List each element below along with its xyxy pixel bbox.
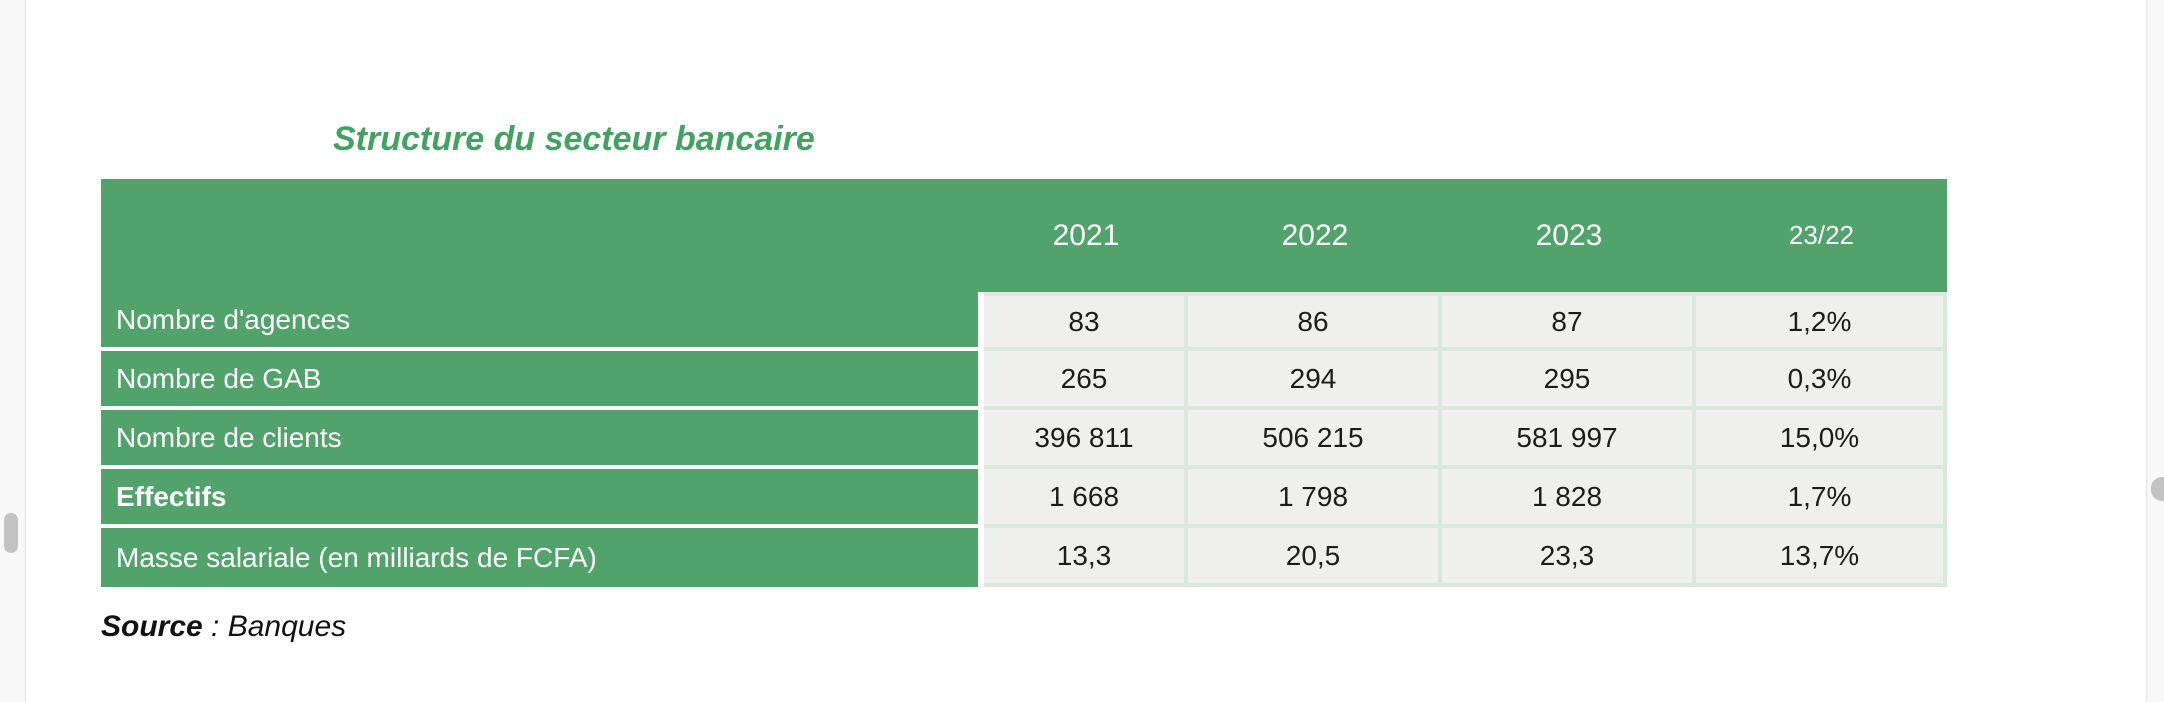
left-scrollbar-thumb[interactable]: [4, 513, 18, 553]
table-cell-2021: 265: [984, 351, 1188, 410]
table-cell-2021: 396 811: [984, 410, 1188, 469]
column-header-2021: 2021: [1052, 218, 1120, 252]
table-cell-2022: 86: [1188, 292, 1442, 351]
row-label: Nombre de clients: [101, 410, 978, 469]
table-row: Masse salariale (en milliards de FCFA) 1…: [101, 528, 1947, 587]
table-cell-2023: 1 828: [1442, 469, 1696, 528]
table-cell-2022: 1 798: [1188, 469, 1442, 528]
row-label: Effectifs: [101, 469, 978, 528]
table-body: Nombre d'agences 83 86 87 1,2% Nombre de…: [101, 292, 1947, 587]
table-cell-23/22: 1,2%: [1696, 292, 1947, 351]
table-cell-23/22: 13,7%: [1696, 528, 1947, 587]
column-header-23-22: 23/22: [1788, 220, 1855, 250]
table-cell-2021: 1 668: [984, 469, 1188, 528]
table-header-row: 2021 2022 2023 23/22: [101, 179, 1947, 292]
column-header-2023: 2023: [1535, 218, 1603, 252]
table-cell-2023: 581 997: [1442, 410, 1696, 469]
table-row: Nombre de GAB 265 294 295 0,3%: [101, 351, 1947, 410]
source-note-prefix: Source: [101, 610, 203, 643]
table-row: Nombre d'agences 83 86 87 1,2%: [101, 292, 1947, 351]
banking-structure-table: 2021 2022 2023 23/22 Nombre d'agences 83…: [101, 179, 1947, 587]
table-cell-2023: 295: [1442, 351, 1696, 410]
table-cell-2023: 87: [1442, 292, 1696, 351]
table-title: Structure du secteur bancaire: [333, 120, 815, 158]
right-scrollbar-track[interactable]: [2146, 0, 2164, 702]
row-label: Nombre de GAB: [101, 351, 978, 410]
table-cell-23/22: 1,7%: [1696, 469, 1947, 528]
row-label: Masse salariale (en milliards de FCFA): [101, 528, 978, 587]
source-note: Source : Banques: [101, 610, 346, 644]
table-cell-23/22: 0,3%: [1696, 351, 1947, 410]
table-cell-2022: 294: [1188, 351, 1442, 410]
row-label: Nombre d'agences: [101, 292, 978, 351]
left-scrollbar-track[interactable]: [0, 0, 26, 702]
table-cell-2021: 83: [984, 292, 1188, 351]
table-cell-2022: 20,5: [1188, 528, 1442, 587]
table-row: Effectifs 1 668 1 798 1 828 1,7%: [101, 469, 1947, 528]
source-note-text: : Banques: [202, 610, 347, 643]
column-header-2022: 2022: [1281, 218, 1349, 252]
table-cell-2021: 13,3: [984, 528, 1188, 587]
right-scrollbar-thumb[interactable]: [2151, 477, 2164, 501]
table-row: Nombre de clients 396 811 506 215 581 99…: [101, 410, 1947, 469]
table-cell-2023: 23,3: [1442, 528, 1696, 587]
table-cell-2022: 506 215: [1188, 410, 1442, 469]
table-cell-23/22: 15,0%: [1696, 410, 1947, 469]
